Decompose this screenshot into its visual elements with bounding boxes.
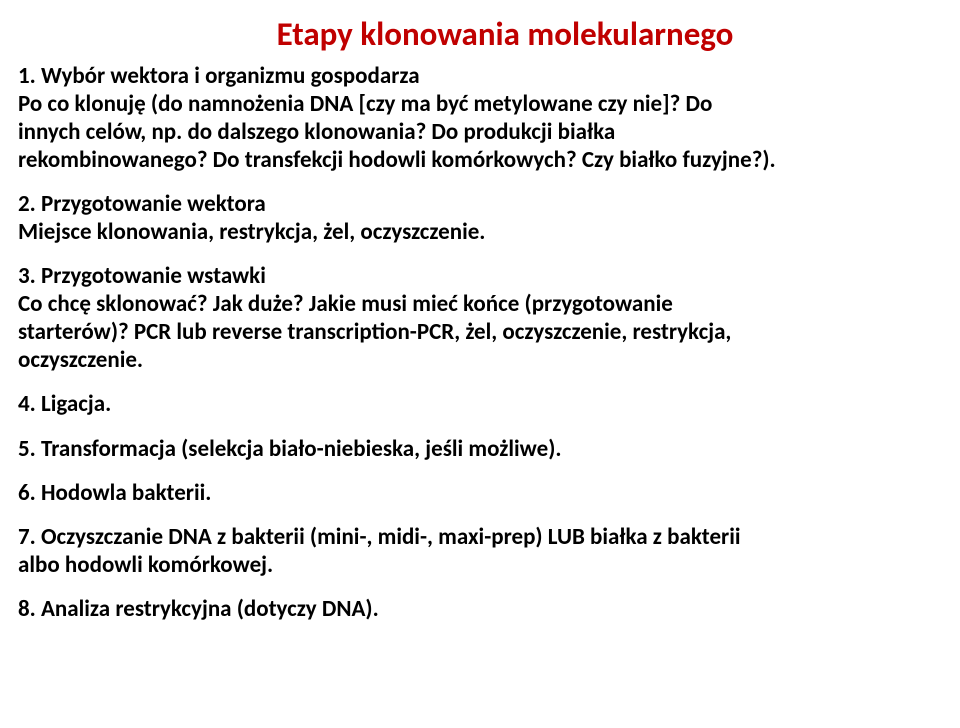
step-3-line1: 3. Przygotowanie wstawki bbox=[18, 262, 932, 290]
step-2-line2: Miejsce klonowania, restrykcja, żel, ocz… bbox=[18, 218, 932, 246]
step-7-line2: albo hodowli komórkowej. bbox=[18, 551, 932, 579]
step-1-line3: innych celów, np. do dalszego klonowania… bbox=[18, 118, 932, 146]
step-1: 1. Wybór wektora i organizmu gospodarza … bbox=[18, 62, 932, 174]
document-page: Etapy klonowania molekularnego 1. Wybór … bbox=[0, 0, 960, 653]
step-3: 3. Przygotowanie wstawki Co chcę sklonow… bbox=[18, 262, 932, 374]
step-1-line1: 1. Wybór wektora i organizmu gospodarza bbox=[18, 62, 932, 90]
step-3-line2: Co chcę sklonować? Jak duże? Jakie musi … bbox=[18, 290, 932, 318]
step-7: 7. Oczyszczanie DNA z bakterii (mini-, m… bbox=[18, 523, 932, 579]
step-2: 2. Przygotowanie wektora Miejsce klonowa… bbox=[18, 190, 932, 246]
page-title: Etapy klonowania molekularnego bbox=[78, 14, 932, 54]
step-3-line3: starterów)? PCR lub reverse transcriptio… bbox=[18, 318, 932, 346]
step-6: 6. Hodowla bakterii. bbox=[18, 479, 932, 507]
step-4: 4. Ligacja. bbox=[18, 390, 932, 418]
step-1-line4: rekombinowanego? Do transfekcji hodowli … bbox=[18, 146, 932, 174]
step-5: 5. Transformacja (selekcja biało-niebies… bbox=[18, 435, 932, 463]
step-1-line2: Po co klonuję (do namnożenia DNA [czy ma… bbox=[18, 90, 932, 118]
step-2-line1: 2. Przygotowanie wektora bbox=[18, 190, 932, 218]
step-3-line4: oczyszczenie. bbox=[18, 346, 932, 374]
step-8: 8. Analiza restrykcyjna (dotyczy DNA). bbox=[18, 595, 932, 623]
step-7-line1: 7. Oczyszczanie DNA z bakterii (mini-, m… bbox=[18, 523, 932, 551]
